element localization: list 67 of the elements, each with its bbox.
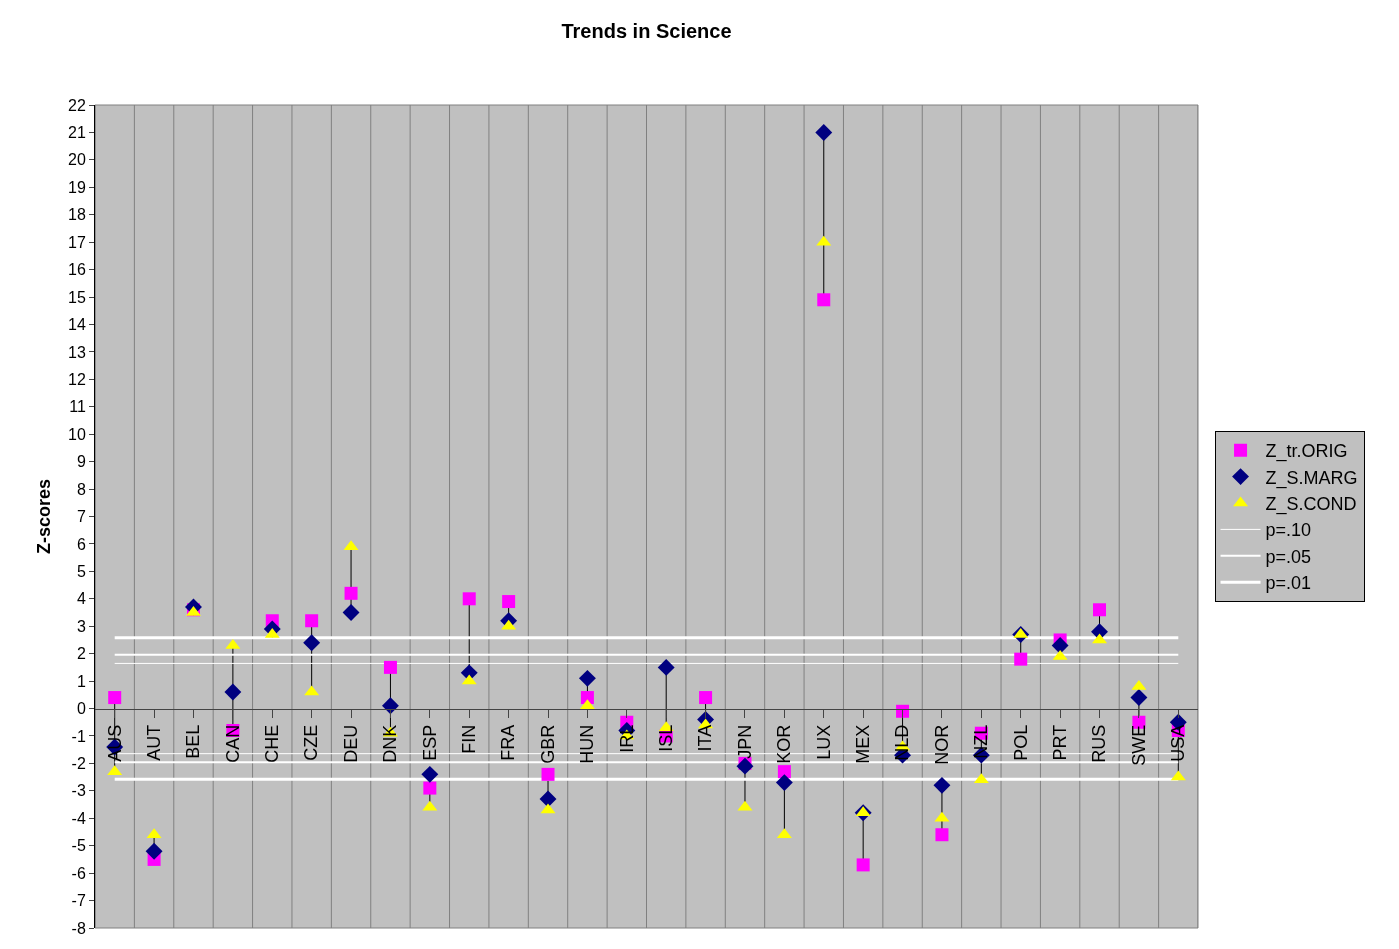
y-tick-label: 17 (68, 233, 86, 251)
x-tick-label: ESP (419, 724, 440, 761)
y-tick-label: 21 (68, 124, 86, 142)
legend-label: p=.05 (1265, 546, 1312, 567)
y-axis-title: Z-scores (34, 478, 55, 555)
x-tick-label: POL (1010, 724, 1031, 761)
y-tick-label: 9 (76, 453, 86, 471)
y-tick-label: 22 (68, 96, 86, 114)
y-tick-label: 18 (68, 206, 86, 224)
y-tick-label: 19 (68, 178, 86, 196)
y-tick-label: 1 (76, 672, 86, 690)
x-tick-label: AUT (143, 724, 164, 761)
y-tick-label: 4 (76, 590, 86, 608)
y-tick-label: 11 (69, 398, 86, 416)
x-tick-label: GBR (537, 724, 558, 764)
y-tick-label: 12 (68, 370, 86, 388)
y-tick-label: -7 (71, 892, 86, 910)
y-tick-label: 13 (68, 343, 86, 361)
legend-label: Z_S.COND (1265, 494, 1357, 516)
x-tick-label: MEX (853, 724, 874, 764)
legend-label: p=.01 (1265, 573, 1312, 594)
y-tick-label: -6 (71, 864, 86, 882)
y-tick-label: -1 (71, 727, 86, 745)
y-tick-label: -2 (71, 755, 86, 772)
x-tick-label: DNK (380, 724, 401, 763)
y-tick-label: -5 (71, 837, 86, 855)
x-tick-label: FRA (498, 724, 519, 761)
y-tick-label: 16 (68, 261, 86, 279)
y-tick-label: 3 (76, 617, 86, 635)
x-tick-label: NLD (892, 724, 913, 761)
y-tick-label: 6 (76, 535, 86, 553)
y-tick-label: 2 (76, 645, 86, 663)
x-tick-label: SWE (1128, 724, 1149, 766)
y-tick-label: 10 (68, 425, 86, 443)
y-tick-label: 15 (68, 288, 86, 306)
y-tick-label: 0 (76, 700, 86, 718)
x-tick-label: LUX (813, 724, 834, 760)
x-tick-label: IRL (616, 724, 637, 753)
y-tick-label: 8 (76, 480, 86, 498)
x-tick-label: RUS (1089, 724, 1110, 763)
y-tick-label: -3 (71, 782, 86, 800)
y-tick-label: 14 (68, 316, 86, 334)
x-tick-label: PRT (1049, 724, 1070, 761)
x-tick-label: KOR (774, 724, 795, 764)
y-tick-label: -4 (71, 809, 86, 827)
x-tick-label: DEU (340, 724, 361, 763)
y-tick-label: 7 (76, 508, 86, 526)
x-tick-label: BEL (183, 724, 204, 759)
x-tick-label: ISL (656, 724, 677, 752)
x-tick-label: CZE (301, 724, 322, 761)
legend-label: Z_tr.ORIG (1265, 441, 1348, 463)
x-tick-label: NOR (931, 724, 952, 765)
x-tick-label: JPN (734, 724, 755, 759)
y-tick-label: 20 (68, 151, 86, 169)
y-tick-label: -8 (71, 919, 86, 937)
x-tick-label: ITA (695, 724, 716, 752)
legend-label: Z_S.MARG (1265, 467, 1358, 489)
legend-label: p=.10 (1265, 520, 1312, 541)
x-tick-label: AUS (104, 724, 125, 762)
y-tick-label: 5 (76, 562, 86, 580)
x-tick-label: FIN (459, 724, 480, 754)
x-tick-label: HUN (577, 724, 598, 764)
x-tick-label: CAN (222, 724, 243, 763)
chart-title: Trends in Science (561, 19, 732, 42)
x-tick-label: NZL (971, 724, 992, 759)
x-tick-label: USA (1168, 724, 1189, 762)
x-tick-label: CHE (262, 724, 283, 763)
